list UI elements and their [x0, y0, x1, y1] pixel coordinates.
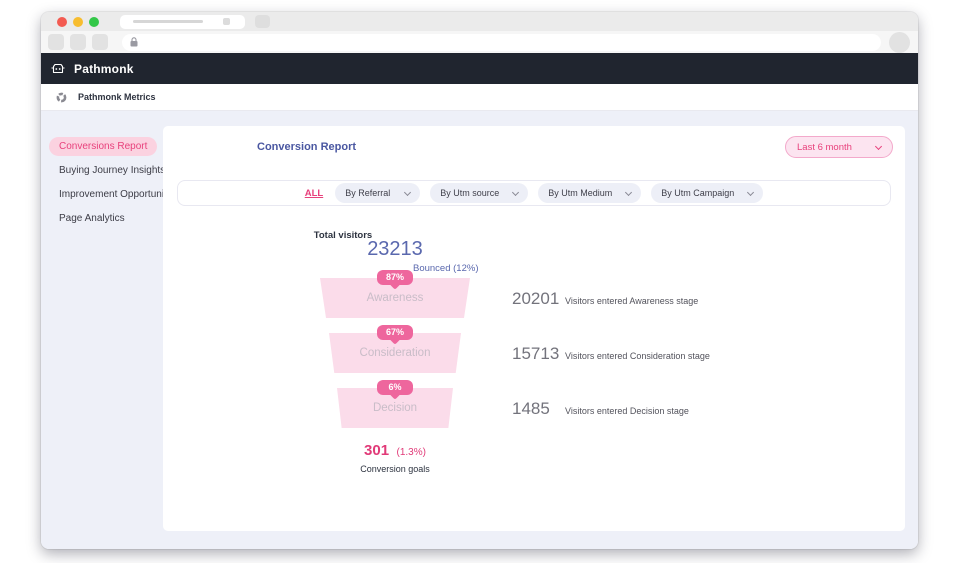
stage-name: Decision [372, 402, 418, 414]
back-button[interactable] [48, 34, 64, 50]
sidebar-item-page-analytics[interactable]: Page Analytics [59, 213, 125, 224]
filter-label: By Utm source [440, 188, 500, 198]
new-tab-button[interactable] [255, 15, 270, 28]
filter-label: By Referral [345, 188, 391, 198]
date-range-dropdown[interactable]: Last 6 month [785, 136, 893, 158]
browser-window: Pathmonk Pathmonk Metrics Conversions Re… [41, 12, 918, 549]
report-card: Conversion Report Last 6 month ALL By Re… [163, 126, 905, 531]
sidebar-item-improvement-opportunities[interactable]: Improvement Opportunities [59, 189, 180, 200]
awareness-rate-badge: 87% [377, 270, 413, 285]
filter-by-referral-dropdown[interactable]: By Referral [335, 183, 421, 203]
app-header: Pathmonk [41, 53, 918, 84]
decision-rate-badge: 6% [377, 380, 413, 395]
reload-button[interactable] [92, 34, 108, 50]
filter-by-utm-source-dropdown[interactable]: By Utm source [430, 183, 529, 203]
pathmonk-logo-icon [51, 63, 65, 73]
filter-label: By Utm Campaign [661, 188, 735, 198]
total-visitors-value: 23213 [367, 238, 423, 260]
profile-avatar[interactable] [889, 31, 910, 53]
app-body: Conversions Report Buying Journey Insigh… [41, 111, 918, 549]
consideration-visitors-description: Visitors entered Consideration stage [565, 351, 710, 361]
conversion-goal-value: 301 [364, 442, 390, 459]
sidebar-item-buying-journey-insights[interactable]: Buying Journey Insights [59, 165, 166, 176]
browser-tab-bar [41, 12, 918, 31]
close-window-icon[interactable] [57, 16, 67, 27]
metrics-nav-label[interactable]: Pathmonk Metrics [78, 92, 156, 102]
filter-by-utm-medium-dropdown[interactable]: By Utm Medium [538, 183, 642, 203]
sidebar: Conversions Report Buying Journey Insigh… [41, 111, 180, 233]
page-title: Conversion Report [257, 141, 357, 153]
tab-favicon-placeholder [223, 18, 230, 25]
decision-funnel-stage[interactable]: Decision [337, 388, 453, 428]
address-bar[interactable] [122, 33, 881, 51]
lock-icon [130, 37, 138, 47]
metrics-bar: Pathmonk Metrics [41, 84, 918, 111]
filter-bar: ALL By Referral By Utm source By Utm Med… [177, 180, 891, 206]
conversion-goal-label: Conversion goals [360, 464, 430, 474]
brand-name: Pathmonk [74, 61, 134, 76]
tab-title-placeholder [133, 20, 203, 23]
filter-by-utm-campaign-dropdown[interactable]: By Utm Campaign [651, 183, 764, 203]
conversion-funnel-chart: Total visitors 23213 Bounced (12%) 87% A… [163, 126, 905, 531]
maximize-window-icon[interactable] [89, 16, 99, 27]
decision-visitors-description: Visitors entered Decision stage [565, 406, 689, 416]
metrics-donut-icon [56, 92, 67, 102]
consideration-visitors-value: 15713 [512, 344, 560, 363]
total-visitors-label: Total visitors [313, 230, 373, 241]
filter-label: By Utm Medium [548, 188, 613, 198]
browser-tab[interactable] [120, 14, 245, 29]
filter-all-link[interactable]: ALL [304, 187, 324, 199]
conversion-goal-rate: (1.3%) [396, 447, 426, 458]
bounced-label: Bounced (12%) [413, 263, 479, 274]
consideration-rate-badge: 67% [377, 325, 413, 340]
forward-button[interactable] [70, 34, 86, 50]
browser-toolbar [41, 31, 918, 53]
stage-name: Awareness [366, 292, 424, 304]
conversion-goal-line: 301 (1.3%) [295, 442, 495, 460]
minimize-window-icon[interactable] [73, 16, 83, 27]
date-range-value: Last 6 month [797, 141, 852, 153]
decision-visitors-value: 1485 [512, 399, 550, 418]
sidebar-item-conversions-report[interactable]: Conversions Report [49, 137, 158, 156]
awareness-visitors-value: 20201 [512, 289, 560, 308]
awareness-visitors-description: Visitors entered Awareness stage [565, 296, 699, 306]
stage-name: Consideration [359, 347, 431, 359]
